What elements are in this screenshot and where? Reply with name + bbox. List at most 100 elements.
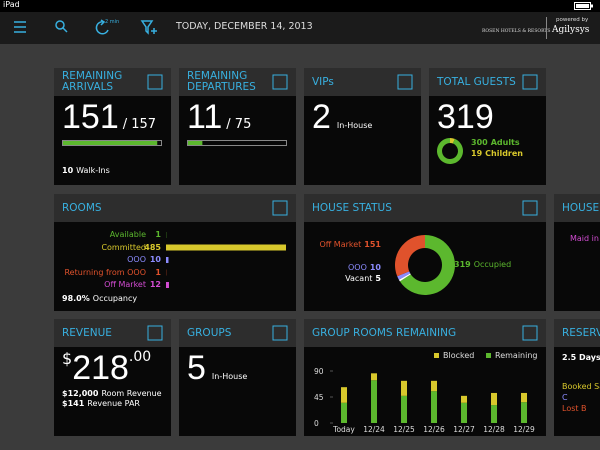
panel-icon	[272, 74, 288, 90]
revenue-line: $141 Revenue PAR	[62, 399, 140, 408]
panel-body: 11/ 75	[179, 96, 296, 185]
x-tick-label: Today	[332, 425, 355, 434]
x-tick-label: 12/24	[363, 425, 385, 434]
revenue-amount: $141	[62, 399, 85, 408]
count: 5	[187, 349, 206, 387]
y-tick-label: 0	[314, 419, 319, 428]
icon-outline	[522, 325, 538, 341]
progress-fill	[63, 141, 158, 145]
panel-body: Available 1 Committed 485 OOO 10 Returning fro…	[54, 222, 296, 311]
progress-fill	[188, 141, 203, 145]
panel: HOUSE STATUS 319 Occupied Vacant 5 OOO 10 Off M…	[304, 194, 546, 311]
icon-outline	[522, 74, 538, 90]
status-bar: iPad	[0, 0, 600, 12]
panel-header: REMAINING ARRIVALS	[54, 68, 171, 96]
refresh-button[interactable]	[95, 19, 109, 35]
panel-title: HOUSEK	[562, 202, 600, 214]
panel-header: GROUPS	[179, 319, 296, 347]
big-figure: 5 In-House	[187, 349, 247, 388]
group-chart: 90 45 0 Blocked Remaining Today 12/24 12/25 12/2…	[314, 351, 537, 434]
panel-body: Maid in	[554, 222, 600, 311]
room-value: 10	[149, 255, 161, 264]
icon-outline	[147, 74, 163, 90]
filter-button[interactable]	[140, 20, 157, 35]
bar-segment	[401, 380, 407, 396]
panel-header: HOUSE STATUS	[304, 194, 546, 222]
panel-title: GROUPS	[187, 327, 232, 339]
refresh-interval: 2 min	[105, 19, 120, 25]
room-value: 1	[155, 230, 161, 239]
room-value: 12	[149, 280, 161, 289]
panel-icon	[522, 325, 538, 341]
room-label: Off Market	[104, 280, 146, 289]
count: 151	[62, 98, 119, 136]
bar-segment	[521, 392, 527, 403]
big-figure: 151/ 157	[62, 98, 156, 137]
x-tick-label: 12/29	[513, 425, 535, 434]
legend-label: Remaining	[495, 351, 537, 360]
walk-ins-label: Walk-Ins	[76, 166, 110, 175]
status-value: 10	[369, 263, 381, 272]
panel-header: HOUSEK	[554, 194, 600, 222]
room-bar	[166, 282, 169, 288]
search-button[interactable]	[55, 20, 68, 33]
room-label: OOO	[127, 255, 146, 264]
bar-segment	[371, 373, 377, 381]
panel-header: GROUP ROOMS REMAINING	[304, 319, 546, 347]
panel: ROOMS Available 1 Committed 485 OOO 10 Returnin…	[54, 194, 296, 311]
progress-track	[62, 140, 162, 146]
menu-button[interactable]	[14, 21, 26, 33]
panel: RESERV 2.5 Days A Booked Sa C Lost B	[554, 319, 600, 436]
panel-title: VIPs	[312, 76, 334, 88]
legend-label: Blocked	[443, 351, 474, 360]
panel-body: 319 Occupied Vacant 5 OOO 10 Off Market 151	[304, 222, 546, 311]
guests-donut	[437, 138, 463, 164]
icon-outline	[272, 200, 288, 216]
guest-count: 300	[471, 138, 488, 147]
status-name: Vacant	[345, 274, 373, 283]
bar-segment	[341, 387, 347, 403]
icon-outline	[522, 200, 538, 216]
bar-segment	[401, 395, 407, 423]
icon-outline	[272, 325, 288, 341]
x-tick-label: 12/28	[483, 425, 505, 434]
donut-segment	[450, 138, 455, 144]
guest-adults: 300 Adults	[471, 138, 520, 147]
big-figure: 2 In-House	[312, 98, 372, 137]
bar-segment	[491, 392, 497, 406]
status-value: 5	[375, 274, 381, 283]
donut-segment	[399, 235, 455, 295]
room-label: Returning from OOO	[64, 267, 146, 277]
x-tick-label: 12/26	[423, 425, 445, 434]
guest-label: Adults	[490, 138, 520, 147]
panel-body: 90 45 0 Blocked Remaining Today 12/24 12/25 12/2…	[304, 347, 546, 436]
donut-segment	[398, 273, 411, 282]
occupancy: 98.0% Occupancy	[62, 294, 137, 303]
panel-header: TOTAL GUESTS	[429, 68, 546, 96]
panel-icon	[272, 325, 288, 341]
revenue-amount: $12,000	[62, 389, 99, 398]
revenue-value: 218	[72, 349, 129, 387]
guest-children: 19 Children	[471, 149, 523, 158]
bar-segment	[431, 391, 437, 423]
room-value: 485	[144, 242, 161, 252]
occupancy-value: 98.0%	[62, 294, 90, 303]
logo-divider	[546, 17, 547, 39]
legend-swatch	[486, 353, 491, 358]
panel-header: REVENUE	[54, 319, 171, 347]
panel-header: VIPs	[304, 68, 421, 96]
date-label: TODAY, DECEMBER 14, 2013	[176, 21, 313, 32]
status-name: Occupied	[473, 260, 512, 269]
panel-body: 151/ 157 10 Walk-Ins	[54, 96, 171, 185]
bar-segment	[491, 405, 497, 423]
donut-segment	[395, 235, 425, 277]
panel-title: REMAINING DEPARTURES	[187, 70, 256, 93]
guest-label: Children	[485, 149, 523, 158]
total: / 157	[122, 117, 157, 132]
room-label: Available	[109, 230, 146, 239]
device-label: iPad	[3, 0, 20, 9]
status-label: Vacant 5	[345, 274, 381, 283]
donut-segment	[437, 138, 463, 164]
x-tick-label: 12/25	[393, 425, 415, 434]
